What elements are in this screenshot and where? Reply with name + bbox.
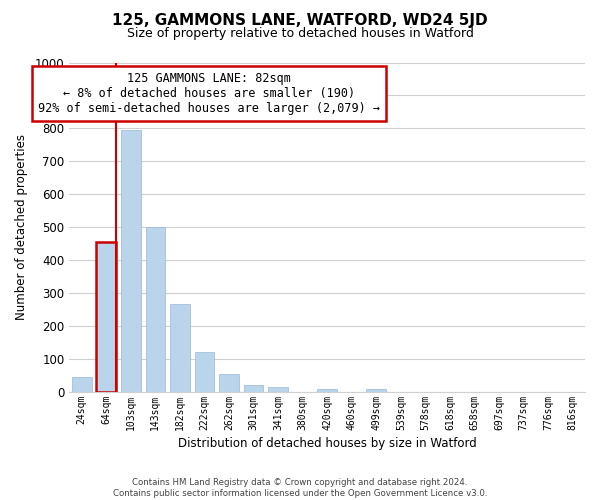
Bar	[72, 376, 92, 392]
Text: Contains HM Land Registry data © Crown copyright and database right 2024.
Contai: Contains HM Land Registry data © Crown c…	[113, 478, 487, 498]
Bar	[317, 388, 337, 392]
X-axis label: Distribution of detached houses by size in Watford: Distribution of detached houses by size …	[178, 437, 476, 450]
Y-axis label: Number of detached properties: Number of detached properties	[15, 134, 28, 320]
Bar	[170, 304, 190, 392]
Bar	[121, 130, 140, 392]
Bar	[97, 242, 116, 392]
Bar	[194, 352, 214, 392]
Bar	[244, 386, 263, 392]
Bar	[268, 387, 288, 392]
Bar	[219, 374, 239, 392]
Text: 125, GAMMONS LANE, WATFORD, WD24 5JD: 125, GAMMONS LANE, WATFORD, WD24 5JD	[112, 12, 488, 28]
Bar	[97, 242, 116, 392]
Bar	[146, 228, 165, 392]
Bar	[367, 390, 386, 392]
Text: 125 GAMMONS LANE: 82sqm
← 8% of detached houses are smaller (190)
92% of semi-de: 125 GAMMONS LANE: 82sqm ← 8% of detached…	[38, 72, 380, 116]
Text: Size of property relative to detached houses in Watford: Size of property relative to detached ho…	[127, 28, 473, 40]
